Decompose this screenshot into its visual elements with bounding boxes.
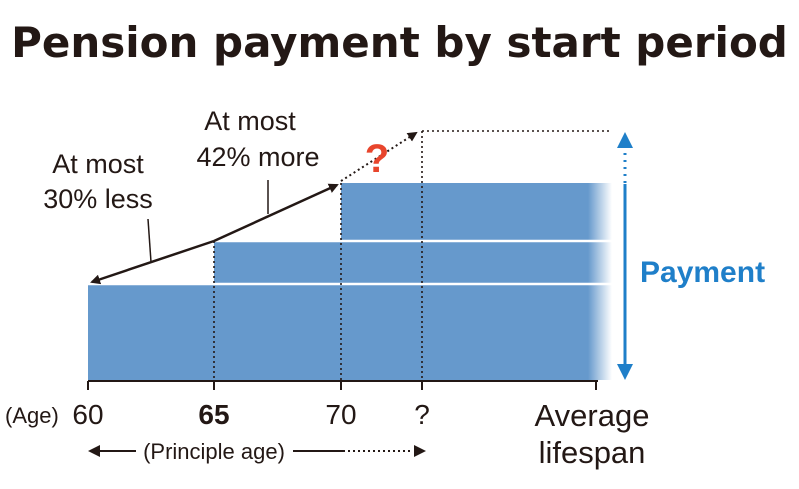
payment-label: Payment <box>640 256 765 289</box>
principle-age-range <box>88 445 426 457</box>
block-start-70 <box>341 183 588 241</box>
axis-prefix: (Age) <box>5 403 59 428</box>
label-less-line1: At most <box>52 149 144 179</box>
label-more-line1: At most <box>204 106 296 136</box>
principle-left-head <box>88 445 100 457</box>
arrow-more <box>213 183 339 243</box>
payment-arrow-head-up <box>617 132 633 148</box>
payment-arrow <box>617 132 633 380</box>
end-label-line1: Average <box>535 398 650 433</box>
label-less-line2: 30% less <box>43 184 153 214</box>
principle-right-head <box>414 445 426 457</box>
block-start-65 <box>214 241 588 284</box>
age-guides <box>213 130 612 380</box>
block-start-65-fade <box>588 241 612 284</box>
label-more-line2: 42% more <box>196 142 319 172</box>
question-mark-red: ? <box>365 137 389 181</box>
leader-less <box>147 218 152 263</box>
payment-arrow-head-down <box>617 364 633 380</box>
page-title: Pension payment by start period <box>11 18 788 67</box>
age-axis <box>87 380 598 390</box>
arrow-less <box>90 239 215 285</box>
tick-label-70: 70 <box>325 399 356 430</box>
tick-label-65: 65 <box>198 399 229 430</box>
block-start-70-fade <box>588 183 612 241</box>
tick-label-60: 60 <box>72 399 103 430</box>
block-start-60 <box>88 284 588 380</box>
block-start-60-fade <box>588 284 612 380</box>
tick-label-question: ? <box>414 399 430 430</box>
end-label-line2: lifespan <box>539 435 646 470</box>
payment-blocks <box>88 183 612 380</box>
principle-age-label: (Principle age) <box>143 439 285 464</box>
trend-arrows <box>90 131 418 285</box>
